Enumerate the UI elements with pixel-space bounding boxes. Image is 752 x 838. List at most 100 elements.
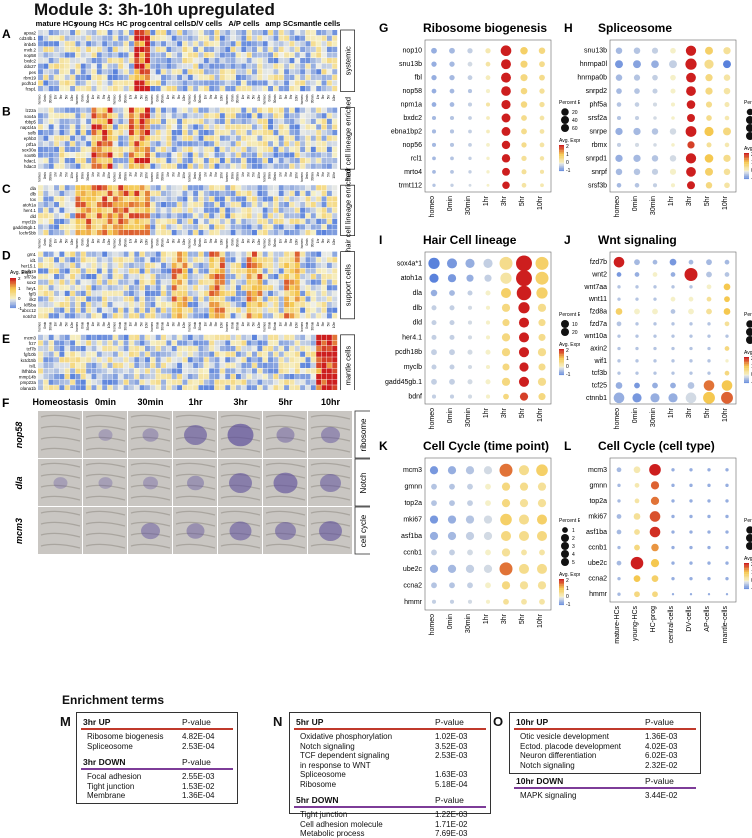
heatmap-cell (128, 340, 134, 346)
dotplot-gene-label: wif1 (594, 358, 608, 365)
heatmap-cell (305, 296, 311, 302)
heatmap-cell (278, 274, 284, 280)
heatmap-cell (155, 196, 161, 202)
heatmap-cell (257, 334, 263, 340)
ish-texture (85, 484, 126, 490)
heatmap-cell (128, 230, 134, 236)
heatmap-cell (193, 207, 199, 213)
heatmap-cell (112, 285, 118, 291)
heatmap-cell (182, 152, 188, 158)
heatmap-cell (219, 152, 225, 158)
heatmap-cell (48, 362, 54, 368)
dotplot-dot (634, 272, 640, 277)
heatmap-timepoint-label: 3hr (97, 171, 101, 177)
heatmap-cell (161, 340, 166, 346)
heatmap-cell (171, 69, 177, 75)
dotplot-dot (671, 322, 675, 326)
heatmap-cell (326, 274, 332, 280)
heatmap-cell (214, 385, 220, 391)
heatmap-cell (91, 69, 97, 75)
dotplot-dot (431, 364, 437, 370)
legend-gradient-step (10, 287, 16, 289)
dotplot-dot (518, 347, 530, 358)
dotplot-dot (671, 514, 675, 519)
legend-gradient-step (559, 146, 564, 148)
heatmap-cell (118, 58, 124, 64)
heatmap-cell (96, 52, 102, 58)
heatmap-cell (278, 374, 284, 380)
heatmap-cell (252, 113, 257, 119)
heatmap-timepoint-label: 0min (193, 238, 197, 245)
dotplot-dot (649, 463, 661, 476)
legend-gradient-step (559, 145, 564, 147)
dotplot-dot (501, 499, 511, 508)
heatmap-cell (91, 196, 97, 202)
dotplot-dot (634, 259, 640, 266)
heatmap-cell (252, 107, 257, 113)
heatmap-cell (332, 30, 338, 36)
heatmap-cell (123, 274, 129, 280)
heatmap-cell (64, 152, 70, 158)
ish-texture (40, 510, 81, 516)
heatmap-cell (171, 158, 177, 164)
heatmap-cell (278, 63, 284, 69)
heatmap-cell (294, 279, 300, 285)
heatmap-cell (209, 379, 215, 385)
legend-gradient-step (559, 369, 564, 372)
heatmap-cell (182, 118, 188, 124)
heatmap-gene-label: nop58 (24, 53, 37, 58)
heatmap-cell (134, 334, 140, 340)
heatmap-cell (262, 202, 268, 208)
heatmap-cell (59, 80, 65, 86)
heatmap-cell (273, 196, 279, 202)
heatmap-cell (294, 30, 300, 36)
heatmap-cell (123, 368, 129, 374)
heatmap-cell (187, 124, 193, 130)
dotplot-frame (424, 39, 552, 193)
dotplot-dot (483, 466, 493, 475)
heatmap-cell (80, 385, 86, 391)
heatmap-timepoint-label: 1hr (241, 238, 245, 244)
dotplot-dot (689, 593, 693, 596)
dotplot-dot (651, 128, 659, 135)
heatmap-cell (112, 35, 118, 41)
ish-texture (175, 495, 216, 501)
heatmap-cell (134, 135, 140, 141)
heatmap-cell (54, 385, 59, 391)
heatmap-cell (64, 268, 70, 274)
heatmap-cell (128, 262, 134, 268)
heatmap-cell (86, 202, 92, 208)
heatmap-cell (118, 351, 124, 357)
heatmap-timepoint-label: 0min (230, 238, 234, 245)
heatmap-timepoint-label: 5hr (64, 171, 68, 177)
heatmap-gene-label: dld (30, 214, 36, 219)
heatmap-cell (75, 268, 81, 274)
heatmap-cell (300, 207, 306, 213)
heatmap-cell (246, 274, 252, 280)
ish-texture (310, 447, 351, 453)
enrichment-term: MAPK signaling (520, 791, 577, 800)
heatmap-cell (91, 274, 97, 280)
heatmap-cell (278, 190, 284, 196)
heatmap-timepoint-label: homeo (75, 94, 79, 104)
heatmap-cell (182, 351, 188, 357)
heatmap-cell (257, 52, 263, 58)
heatmap-cell (321, 185, 327, 191)
heatmap-cell (161, 357, 166, 363)
heatmap-cell (219, 313, 225, 319)
heatmap-cell (187, 262, 193, 268)
heatmap-cell (128, 152, 134, 158)
heatmap-cell (235, 58, 241, 64)
dotplot-dot (724, 321, 730, 327)
dotplot-dot (617, 545, 621, 550)
heatmap-cell (209, 35, 215, 41)
heatmap-gene-label: atoh1a (23, 203, 37, 208)
heatmap-cell (70, 69, 76, 75)
heatmap-cell (96, 374, 102, 380)
heatmap-timepoint-label: 10hr (257, 238, 261, 245)
heatmap-cell (235, 207, 241, 213)
heatmap-cell (235, 196, 241, 202)
heatmap-cell (273, 279, 279, 285)
heatmap-cell (310, 251, 316, 257)
heatmap-cell (284, 357, 290, 363)
